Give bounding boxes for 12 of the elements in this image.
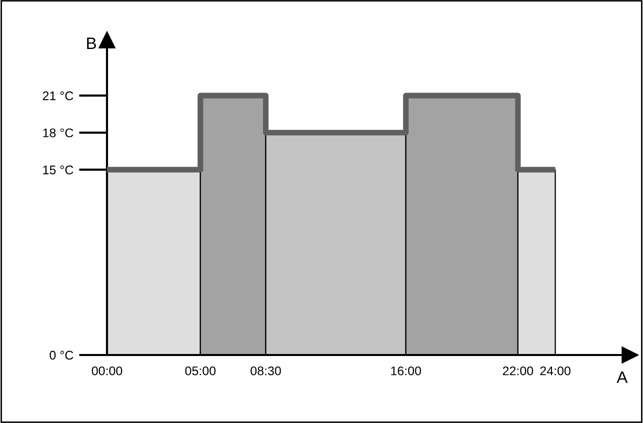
x-tick-label: 24:00: [540, 366, 570, 376]
y-tick-label: 15 °C: [43, 166, 74, 174]
x-tick-label: 16:00: [391, 366, 422, 376]
x-tick-label: 08:30: [250, 366, 281, 376]
x-tick-label: 00:00: [92, 366, 122, 376]
x-axis-title: A: [616, 371, 628, 383]
x-tick-label: 22:00: [502, 366, 534, 376]
x-tick-label: 05:00: [185, 366, 216, 376]
y-axis-title: B: [87, 38, 96, 50]
y-tick-label: 21 °C: [42, 91, 74, 100]
y-tick-label: 0 °C: [50, 350, 74, 360]
y-tick-label: 18 °C: [43, 128, 74, 138]
